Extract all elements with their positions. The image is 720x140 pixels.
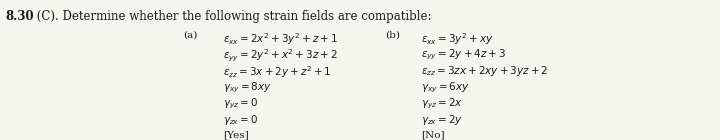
Text: $\varepsilon_{xx} = 3y^2 + xy$: $\varepsilon_{xx} = 3y^2 + xy$ (421, 31, 494, 47)
Text: $\gamma_{yz} = 2x$: $\gamma_{yz} = 2x$ (421, 97, 464, 111)
Text: [No]: [No] (421, 130, 445, 139)
Text: (b): (b) (385, 31, 400, 40)
Text: 8.30: 8.30 (6, 10, 35, 23)
Text: $\gamma_{zx} = 0$: $\gamma_{zx} = 0$ (223, 113, 258, 127)
Text: [Yes]: [Yes] (223, 130, 249, 139)
Text: $\gamma_{yz} = 0$: $\gamma_{yz} = 0$ (223, 97, 258, 111)
Text: $\varepsilon_{zz} = 3zx + 2xy + 3yz + 2$: $\varepsilon_{zz} = 3zx + 2xy + 3yz + 2$ (421, 64, 549, 78)
Text: $\varepsilon_{xx} = 2x^2 + 3y^2 + z + 1$: $\varepsilon_{xx} = 2x^2 + 3y^2 + z + 1$ (223, 31, 338, 47)
Text: $\gamma_{zx} = 2y$: $\gamma_{zx} = 2y$ (421, 113, 464, 127)
Text: $\varepsilon_{yy} = 2y^2 + x^2 + 3z + 2$: $\varepsilon_{yy} = 2y^2 + x^2 + 3z + 2$ (223, 47, 338, 64)
Text: $\varepsilon_{yy} = 2y + 4z + 3$: $\varepsilon_{yy} = 2y + 4z + 3$ (421, 47, 506, 62)
Text: $\gamma_{xy} = 8xy$: $\gamma_{xy} = 8xy$ (223, 80, 272, 95)
Text: (C). Determine whether the following strain fields are compatible:: (C). Determine whether the following str… (33, 10, 431, 23)
Text: (a): (a) (184, 31, 198, 40)
Text: $\varepsilon_{zz} = 3x + 2y + z^2 + 1$: $\varepsilon_{zz} = 3x + 2y + z^2 + 1$ (223, 64, 332, 80)
Text: $\gamma_{xy} = 6xy$: $\gamma_{xy} = 6xy$ (421, 80, 470, 95)
